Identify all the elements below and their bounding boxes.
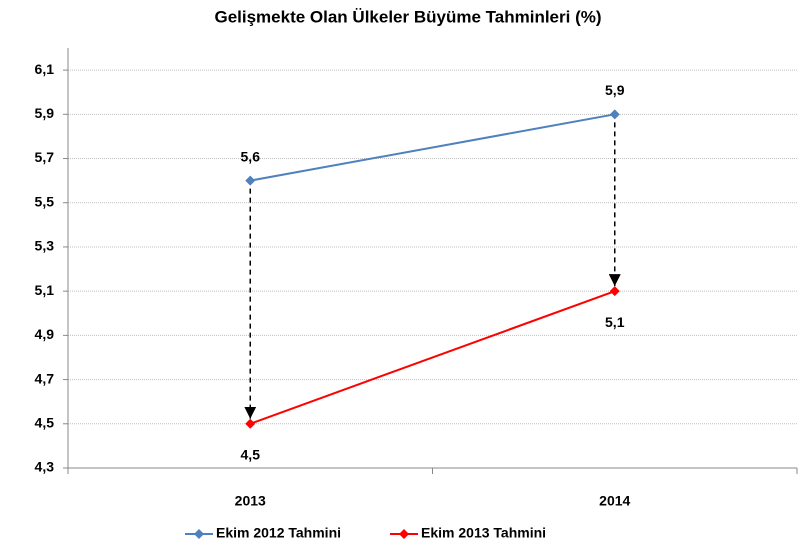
y-tick-label: 4,7 <box>35 370 55 386</box>
marker <box>609 286 620 297</box>
y-tick-label: 5,1 <box>35 282 55 298</box>
data-label: 4,5 <box>241 446 261 462</box>
marker <box>245 418 256 429</box>
y-tick-label: 5,7 <box>35 149 55 165</box>
legend-label: Ekim 2013 Tahmini <box>421 525 546 541</box>
y-tick-label: 6,1 <box>35 61 55 77</box>
series-line <box>249 290 616 425</box>
data-label: 5,9 <box>605 82 625 98</box>
legend-label: Ekim 2012 Tahmini <box>216 525 341 541</box>
y-tick-label: 5,3 <box>35 238 55 254</box>
y-tick-label: 4,9 <box>35 326 55 342</box>
y-tick-label: 5,5 <box>35 193 55 209</box>
y-tick-label: 5,9 <box>35 105 55 121</box>
y-tick-label: 4,3 <box>35 459 55 475</box>
y-tick-label: 4,5 <box>35 414 55 430</box>
x-tick-label: 2014 <box>599 493 630 509</box>
data-label: 5,6 <box>241 148 261 164</box>
legend-marker <box>399 529 410 539</box>
data-label: 5,1 <box>605 314 625 330</box>
legend-marker <box>194 529 204 539</box>
marker <box>609 109 620 120</box>
chart-title: Gelişmekte Olan Ülkeler Büyüme Tahminler… <box>214 7 601 26</box>
series-line <box>250 113 615 182</box>
x-tick-label: 2013 <box>235 493 266 509</box>
marker <box>245 175 256 186</box>
